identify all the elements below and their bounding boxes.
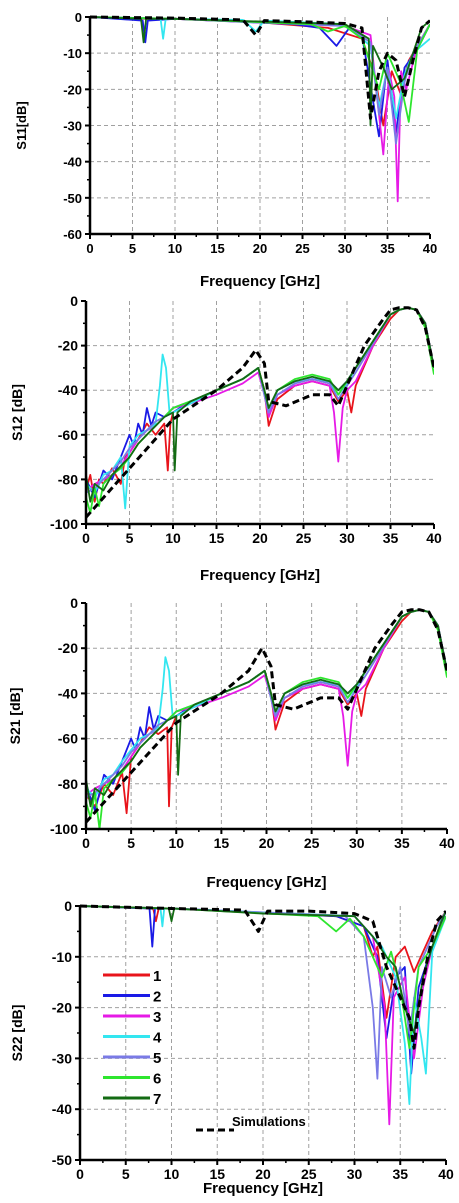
series-line-sim	[80, 904, 446, 1050]
x-axis-label: Frequency [GHz]	[203, 1180, 323, 1197]
x-tick-label: 30	[339, 530, 355, 546]
x-tick-label: 15	[214, 835, 230, 851]
y-tick-label: 0	[70, 293, 78, 309]
series-line-sim	[86, 306, 434, 519]
y-tick-label: 0	[75, 10, 82, 25]
y-tick-label: -30	[63, 119, 82, 134]
x-tick-label: 40	[423, 241, 437, 256]
y-tick-label: 0	[70, 595, 78, 611]
x-tick-label: 0	[76, 1166, 84, 1182]
y-tick-label: -100	[50, 821, 78, 837]
y-tick-label: -20	[63, 82, 82, 97]
x-tick-label: 25	[296, 530, 312, 546]
y-tick-label: -10	[52, 949, 72, 965]
x-tick-label: 40	[438, 1166, 454, 1182]
x-tick-label: 10	[164, 1166, 180, 1182]
y-tick-label: 0	[64, 898, 72, 914]
legend-label-4: 4	[153, 1030, 162, 1047]
legend-label-6: 6	[153, 1071, 161, 1088]
x-tick-label: 15	[209, 530, 225, 546]
series-line-7	[80, 905, 446, 1034]
x-tick-label: 30	[338, 241, 352, 256]
y-tick-label: -30	[52, 1050, 72, 1066]
legend-label-3: 3	[153, 1009, 161, 1026]
series-line-sim	[90, 15, 430, 120]
x-tick-label: 35	[383, 530, 399, 546]
legend-label-5: 5	[153, 1050, 161, 1067]
x-tick-label: 15	[209, 1166, 225, 1182]
y-tick-label: -20	[58, 338, 78, 354]
x-tick-label: 0	[82, 835, 90, 851]
x-tick-label: 40	[426, 530, 442, 546]
x-tick-label: 5	[122, 1166, 130, 1182]
series-line-4	[80, 905, 446, 1105]
x-tick-label: 25	[295, 241, 309, 256]
y-tick-label: -80	[58, 471, 78, 487]
y-tick-label: -50	[63, 191, 82, 206]
chart-panel-4: 0 5 10 15 20 25 30 35 400-10-20-30-40-50Frequenc…	[9, 898, 454, 1197]
x-axis-label: Frequency [GHz]	[206, 874, 326, 891]
x-tick-label: 30	[347, 1166, 363, 1182]
x-tick-label: 5	[127, 835, 135, 851]
series-line-6	[80, 905, 446, 1050]
y-tick-label: -60	[58, 731, 78, 747]
chart-panel-1: 0 5 10 15 20 25 30 35 40 0 -10 -20 -30 -40 -50 -60 Frequ…	[14, 10, 437, 290]
y-tick-label: -60	[63, 227, 82, 242]
x-tick-label: 35	[394, 835, 410, 851]
x-tick-label: 25	[304, 835, 320, 851]
legend-label-7: 7	[153, 1091, 161, 1108]
series-line-7	[90, 16, 430, 127]
y-axis-label: S12 [dB]	[9, 384, 25, 441]
x-tick-label: 5	[126, 530, 134, 546]
series-line-6	[86, 608, 447, 829]
series-line-sim	[86, 608, 447, 824]
y-tick-label: -60	[58, 427, 78, 443]
x-tick-label: 0	[82, 530, 90, 546]
x-tick-label: 10	[168, 241, 182, 256]
x-tick-label: 20	[259, 835, 275, 851]
y-tick-label: -80	[58, 776, 78, 792]
y-tick-label: -40	[52, 1101, 72, 1117]
x-axis-label: Frequency [GHz]	[200, 567, 320, 584]
x-axis-label: Frequency [GHz]	[200, 273, 320, 290]
x-tick-label: 10	[165, 530, 181, 546]
y-axis-label: S21 [dB]	[7, 688, 23, 745]
x-tick-label: 35	[392, 1166, 408, 1182]
x-tick-label: 35	[380, 241, 394, 256]
legend-label-sim: Simulations	[232, 1114, 306, 1129]
x-tick-label: 20	[252, 530, 268, 546]
y-tick-label: -40	[58, 685, 78, 701]
y-tick-label: -100	[50, 516, 78, 532]
x-tick-label: 20	[255, 1166, 271, 1182]
x-tick-label: 20	[253, 241, 267, 256]
x-tick-label: 25	[301, 1166, 317, 1182]
y-tick-label: -10	[63, 46, 82, 61]
y-tick-label: -50	[52, 1152, 72, 1168]
x-tick-label: 0	[86, 241, 93, 256]
chart-panel-2: 0 5 10 15 20 25 30 35 40 0 -20 -40 -60 -80 -100 Frequen…	[9, 293, 442, 584]
legend-label-1: 1	[153, 968, 161, 985]
y-axis-label: S22 [dB]	[9, 1005, 25, 1062]
y-tick-label: -20	[58, 640, 78, 656]
y-axis-label: S11[dB]	[14, 101, 29, 149]
x-tick-label: 5	[129, 241, 136, 256]
x-tick-label: 15	[210, 241, 224, 256]
y-tick-label: -40	[58, 382, 78, 398]
x-tick-label: 40	[439, 835, 455, 851]
chart-panel-3: 0 5 10 15 20 25 30 35 40 0 -20 -40 -60 -80 -100 Frequen…	[7, 595, 455, 891]
x-tick-label: 10	[168, 835, 184, 851]
series-line-7	[86, 608, 447, 808]
legend: 1 2 3 4 5 6 7 Simulations	[103, 968, 306, 1132]
x-tick-label: 30	[349, 835, 365, 851]
y-tick-label: -40	[63, 155, 82, 170]
series-line-7	[86, 306, 434, 503]
y-tick-label: -20	[52, 1000, 72, 1016]
legend-label-2: 2	[153, 989, 161, 1006]
